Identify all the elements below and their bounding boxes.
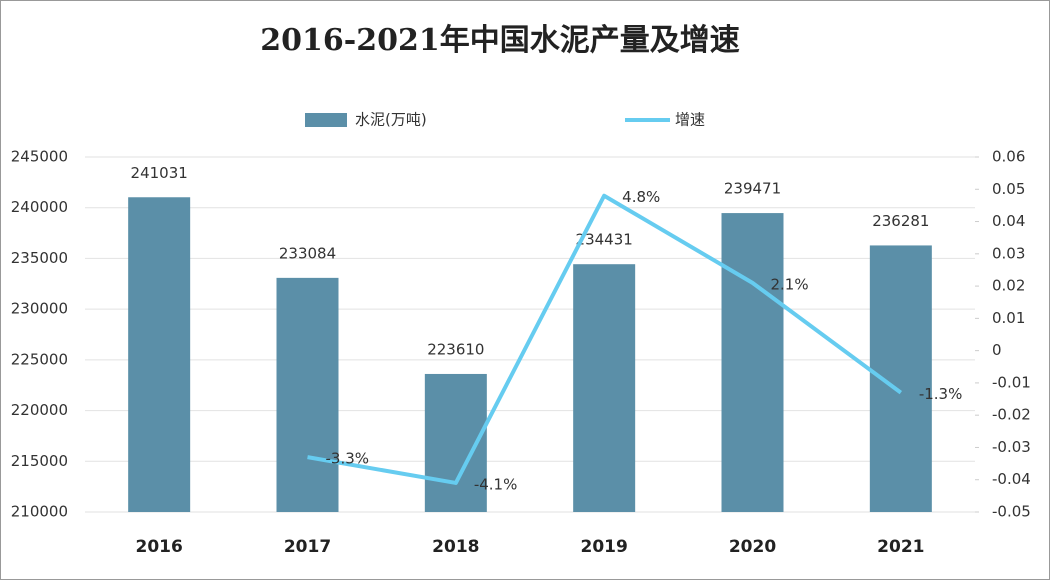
y2-tick-label: -0.05 — [992, 503, 1031, 521]
bar — [721, 213, 784, 512]
y2-tick-label: 0.05 — [992, 180, 1025, 198]
x-tick-label: 2017 — [284, 537, 331, 557]
data-label: 241031 — [131, 164, 188, 182]
y2-tick-label: -0.02 — [992, 406, 1031, 424]
data-label: -4.1% — [474, 475, 518, 493]
x-tick-label: 2021 — [877, 537, 924, 557]
y-tick-label: 210000 — [11, 503, 68, 521]
y-tick-label: 240000 — [11, 198, 68, 216]
legend-swatch — [305, 113, 347, 127]
y2-tick-label: 0 — [992, 341, 1002, 359]
bar — [276, 277, 339, 512]
x-tick-label: 2016 — [136, 537, 183, 557]
data-label: -3.3% — [326, 450, 370, 468]
data-label: 233084 — [279, 244, 336, 262]
data-label: 223610 — [427, 340, 484, 358]
bar — [573, 264, 636, 512]
chart-title: 2016-2021年中国水泥产量及增速 — [260, 23, 739, 58]
y-tick-label: 215000 — [11, 452, 68, 470]
y2-tick-label: -0.04 — [992, 470, 1031, 488]
legend-label: 水泥(万吨) — [355, 111, 427, 129]
data-label: 4.8% — [622, 188, 660, 206]
y-tick-label: 245000 — [11, 148, 68, 166]
data-label: 239471 — [724, 180, 781, 198]
y-tick-label: 225000 — [11, 350, 68, 368]
y-tick-label: 230000 — [11, 300, 68, 318]
data-label: -1.3% — [919, 385, 963, 403]
y-tick-label: 220000 — [11, 401, 68, 419]
x-tick-label: 2020 — [729, 537, 776, 557]
x-tick-label: 2019 — [581, 537, 628, 557]
data-label: 2.1% — [771, 275, 809, 293]
bar — [128, 197, 191, 512]
y2-tick-label: -0.01 — [992, 373, 1031, 391]
line — [307, 193, 903, 485]
y2-tick-label: 0.01 — [992, 309, 1025, 327]
data-label: 236281 — [872, 212, 929, 230]
y2-tick-label: 0.04 — [992, 212, 1025, 230]
y2-tick-label: 0.06 — [992, 148, 1025, 166]
data-label: 234431 — [576, 231, 633, 249]
y2-tick-label: 0.02 — [992, 277, 1025, 295]
y-tick-label: 235000 — [11, 249, 68, 267]
y2-tick-label: 0.03 — [992, 244, 1025, 262]
y2-tick-label: -0.03 — [992, 438, 1031, 456]
x-tick-label: 2018 — [432, 537, 479, 557]
legend-label: 增速 — [675, 111, 705, 129]
